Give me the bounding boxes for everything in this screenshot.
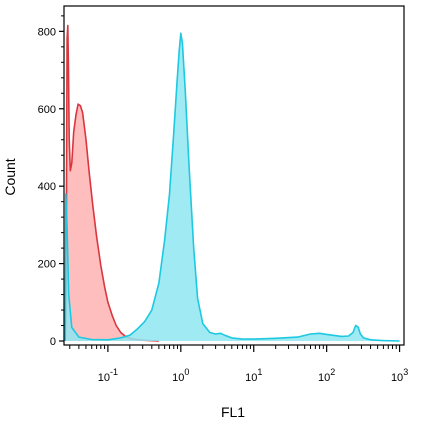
- y-tick-label: 800: [38, 26, 56, 38]
- plot-frame: [63, 5, 405, 346]
- x-axis-label: FL1: [221, 404, 245, 420]
- x-tick-label: 10-1: [98, 367, 118, 384]
- series-1-line: [64, 24, 159, 342]
- series-1-area: [65, 25, 159, 341]
- y-tick-label: 600: [38, 104, 56, 116]
- x-tick-label: 103: [391, 367, 408, 384]
- y-tick-label: 200: [38, 259, 56, 271]
- x-tick-label: 101: [245, 367, 262, 384]
- y-axis-label: Count: [2, 158, 18, 195]
- series-2-area: [65, 33, 400, 342]
- axes-layer: 0 200 400 600 800 10-1 100 101 102 103: [38, 5, 408, 384]
- series-layer: [64, 24, 400, 342]
- y-tick-label: 400: [38, 181, 56, 193]
- x-tick-label: 102: [318, 367, 335, 384]
- series-2-line: [64, 32, 400, 342]
- x-tick-label: 100: [172, 367, 189, 384]
- y-tick-label: 0: [50, 336, 56, 348]
